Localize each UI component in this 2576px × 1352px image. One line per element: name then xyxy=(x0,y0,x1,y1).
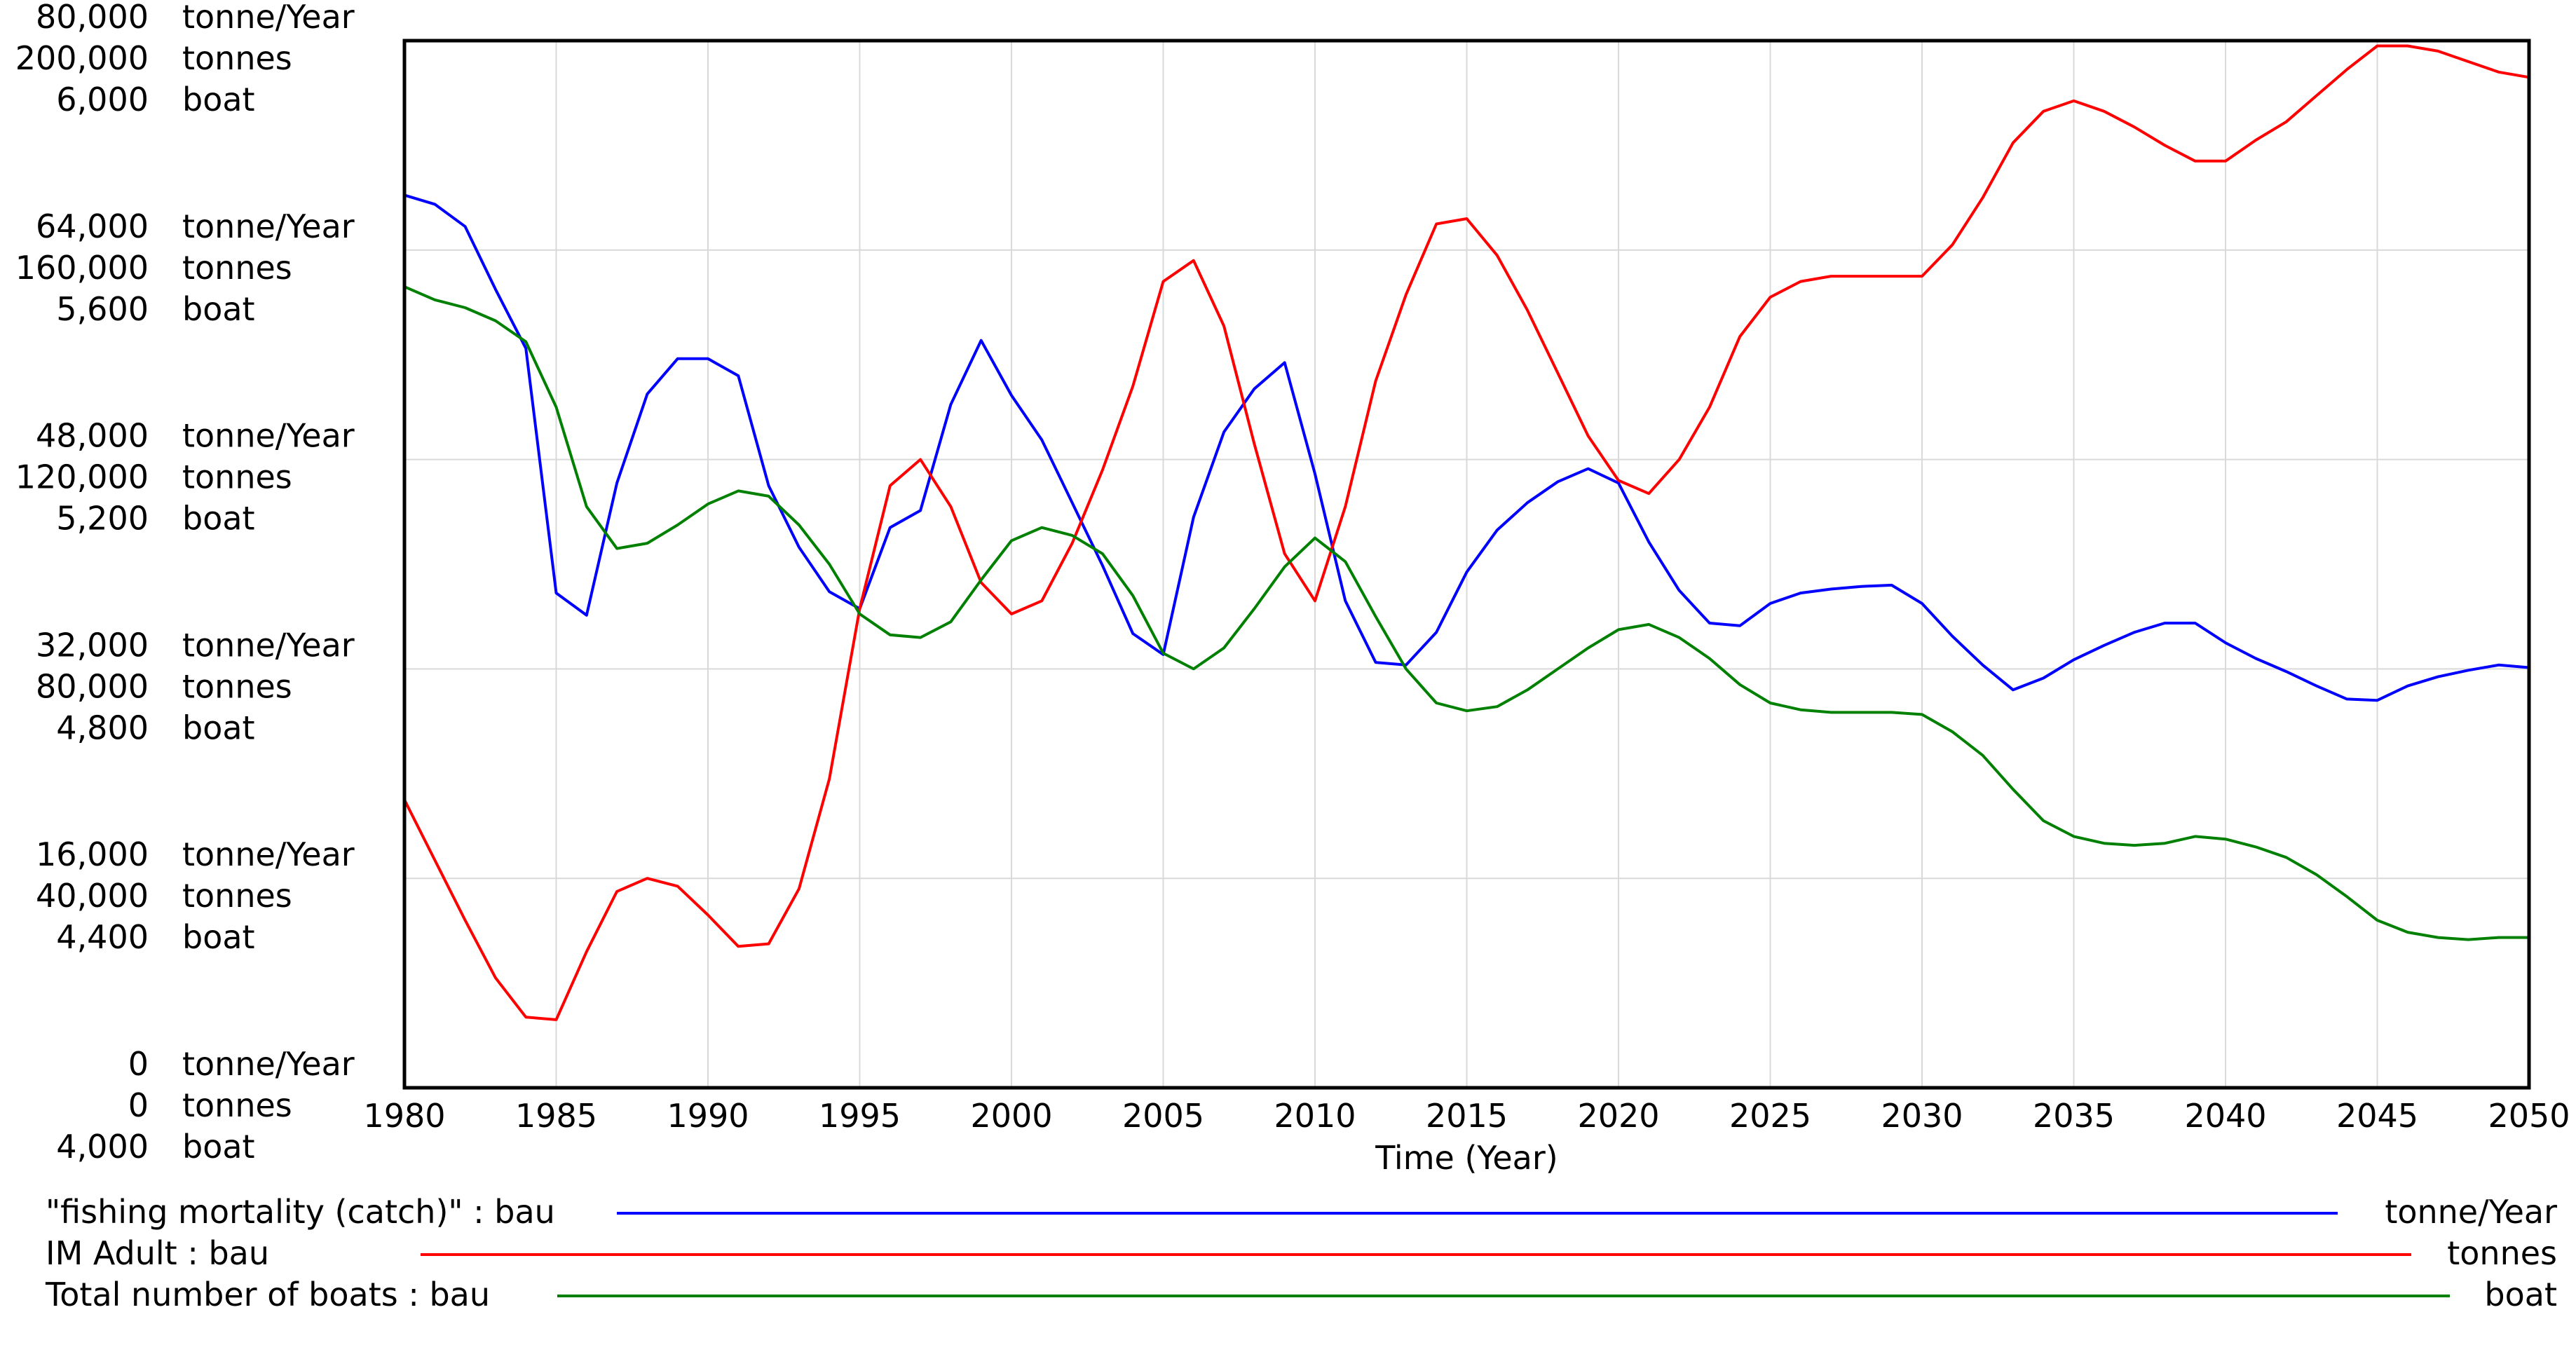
y-tick-unit: tonnes xyxy=(182,39,292,77)
y-tick-unit: boat xyxy=(182,81,255,118)
y-tick-unit: tonnes xyxy=(182,249,292,287)
series-line xyxy=(403,44,2530,1021)
y-tick-unit: tonnes xyxy=(182,877,292,915)
legend-label: IM Adult : bau xyxy=(46,1234,269,1272)
y-tick-value: 80,000 xyxy=(36,0,149,36)
y-tick-unit: tonnes xyxy=(182,458,292,496)
x-axis-label: Time (Year) xyxy=(1375,1139,1558,1177)
y-tick-unit: tonne/Year xyxy=(182,835,355,873)
y-tick-value: 48,000 xyxy=(36,417,149,455)
y-tick-value: 64,000 xyxy=(36,207,149,245)
x-tick-label: 2005 xyxy=(1122,1097,1204,1135)
y-tick-value: 16,000 xyxy=(36,835,149,873)
x-tick-label: 2030 xyxy=(1881,1097,1963,1135)
y-tick-value: 5,600 xyxy=(56,290,149,328)
y-tick-value: 80,000 xyxy=(36,667,149,705)
y-tick-value: 200,000 xyxy=(15,39,149,77)
x-tick-label: 2010 xyxy=(1274,1097,1356,1135)
y-tick-value: 6,000 xyxy=(56,81,149,118)
legend-unit: boat xyxy=(2484,1276,2557,1313)
y-tick-unit: tonnes xyxy=(182,1086,292,1124)
x-tick-label: 2040 xyxy=(2184,1097,2266,1135)
y-tick-unit: boat xyxy=(182,290,255,328)
y-axis-labels: 80,000 tonne/Year 200,000 tonnes 6,000 boat 64… xyxy=(15,0,355,1166)
y-tick-unit: tonne/Year xyxy=(182,1045,355,1083)
y-tick-unit: tonne/Year xyxy=(182,417,355,455)
plot-frame xyxy=(402,39,2531,1090)
y-tick-value: 4,400 xyxy=(56,918,149,956)
y-tick-unit: boat xyxy=(182,500,255,538)
legend-unit: tonne/Year xyxy=(2385,1193,2557,1231)
legend-unit: tonnes xyxy=(2447,1234,2557,1272)
y-tick-value: 4,800 xyxy=(56,709,149,746)
y-tick-value: 0 xyxy=(128,1045,149,1083)
y-tick-value: 5,200 xyxy=(56,500,149,538)
series-line xyxy=(404,193,2530,702)
x-tick-label: 1990 xyxy=(667,1097,749,1135)
x-tick-label: 2025 xyxy=(1729,1097,1811,1135)
x-tick-label: 1985 xyxy=(515,1097,597,1135)
grid xyxy=(404,41,2529,1088)
x-tick-label: 2035 xyxy=(2033,1097,2115,1135)
legend-label: "fishing mortality (catch)" : bau xyxy=(46,1193,555,1231)
legend-label: Total number of boats : bau xyxy=(45,1276,490,1313)
y-tick-value: 120,000 xyxy=(15,458,149,496)
series-line xyxy=(404,285,2529,941)
y-tick-unit: tonne/Year xyxy=(182,626,355,664)
y-tick-unit: boat xyxy=(182,709,255,746)
x-tick-label: 2020 xyxy=(1577,1097,1659,1135)
y-tick-unit: tonne/Year xyxy=(182,0,355,36)
x-tick-label: 2000 xyxy=(970,1097,1052,1135)
legend: "fishing mortality (catch)" : bau tonne/Y… xyxy=(45,1193,2557,1313)
y-tick-unit: tonne/Year xyxy=(182,207,355,245)
series-lines xyxy=(403,44,2530,1021)
x-tick-label: 1995 xyxy=(819,1097,901,1135)
x-axis-ticks: 1980 1985 1990 1995 2000 2005 2010 2015 2020 2025… xyxy=(363,1097,2570,1135)
y-tick-value: 4,000 xyxy=(56,1128,149,1166)
y-tick-unit: tonnes xyxy=(182,667,292,705)
y-tick-value: 32,000 xyxy=(36,626,149,664)
y-tick-unit: boat xyxy=(182,1128,255,1166)
x-tick-label: 2045 xyxy=(2336,1097,2418,1135)
x-tick-label: 2015 xyxy=(1426,1097,1508,1135)
x-tick-label: 2050 xyxy=(2488,1097,2570,1135)
y-tick-unit: boat xyxy=(182,918,255,956)
y-tick-value: 40,000 xyxy=(36,877,149,915)
x-tick-label: 1980 xyxy=(363,1097,445,1135)
y-tick-value: 0 xyxy=(128,1086,149,1124)
y-tick-value: 160,000 xyxy=(15,249,149,287)
